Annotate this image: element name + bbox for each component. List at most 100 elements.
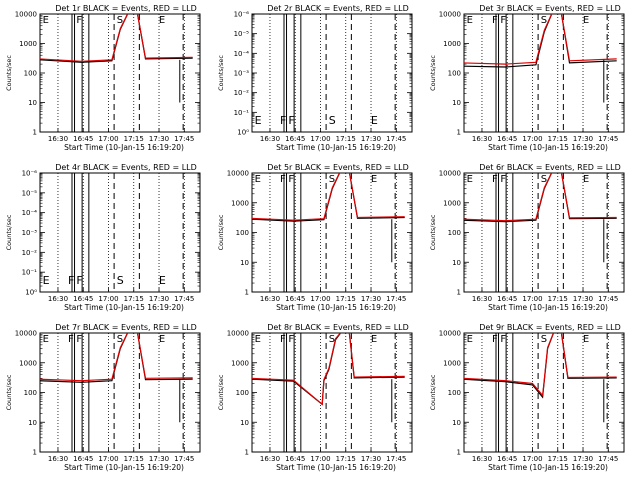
flag-label: S — [541, 174, 547, 185]
flag-label: S — [329, 114, 336, 127]
x-tick-label: 17:30 — [361, 135, 381, 143]
y-tick-label: 1000 — [19, 359, 37, 367]
y-tick-label: 10⁻⁴ — [22, 209, 38, 217]
x-tick-label: 17:30 — [361, 295, 381, 303]
y-tick-label: 10 — [452, 99, 461, 107]
y-tick-label: 10⁻⁵ — [22, 189, 38, 197]
x-tick-label: 17:45 — [598, 455, 618, 463]
x-tick-label: 16:30 — [48, 135, 68, 143]
panel-3: Det 3r BLACK = Events, RED = LLD 16:30 16:… — [429, 4, 625, 152]
x-tick-label: 16:30 — [48, 455, 68, 463]
y-tick-label: 10⁰ — [237, 129, 249, 137]
x-tick-label: 17:45 — [598, 295, 618, 303]
flag-label: E — [43, 334, 49, 345]
y-tick-label: 10⁻⁶ — [234, 11, 250, 19]
y-tick-label: 100 — [448, 229, 461, 237]
x-tick-label: 17:30 — [573, 135, 593, 143]
y-tick-label: 10⁻² — [22, 249, 38, 257]
y-tick-label: 100 — [448, 389, 461, 397]
y-tick-label: 10 — [28, 419, 37, 427]
x-tick-label: 17:45 — [174, 455, 194, 463]
flag-label: F — [500, 174, 506, 185]
flag-label: F — [76, 274, 82, 287]
y-axis-label: Counts/sec — [5, 374, 13, 410]
flag-label: S — [117, 15, 123, 26]
y-tick-label: 1000 — [443, 359, 461, 367]
panel-title: Det 3r BLACK = Events, RED = LLD — [479, 4, 621, 13]
flag-label: F — [280, 174, 286, 185]
x-axis-label: Start Time (10-Jan-15 16:19:20) — [64, 143, 184, 152]
y-tick-label: 10000 — [439, 11, 461, 19]
y-tick-label: 10 — [28, 99, 37, 107]
y-axis-label: Counts/sec — [429, 214, 437, 250]
x-tick-label: 17:00 — [310, 135, 330, 143]
x-tick-label: 17:15 — [336, 135, 356, 143]
flag-label: F — [500, 334, 506, 345]
x-tick-label: 16:30 — [472, 455, 492, 463]
x-tick-label: 17:45 — [174, 135, 194, 143]
panel-title: Det 1r BLACK = Events, RED = LLD — [55, 4, 197, 13]
x-tick-label: 17:30 — [149, 295, 169, 303]
plot-frame — [251, 332, 413, 453]
y-tick-label: 10⁻² — [234, 89, 250, 97]
panel-title: Det 9r BLACK = Events, RED = LLD — [479, 323, 621, 332]
flag-label: F — [76, 15, 82, 26]
y-tick-label: 1 — [33, 129, 37, 137]
flag-label: E — [467, 174, 473, 185]
x-tick-label: 16:45 — [73, 295, 93, 303]
flag-label: E — [467, 334, 473, 345]
flag-label: E — [159, 274, 166, 287]
y-tick-label: 10 — [240, 419, 249, 427]
series-line-lld — [252, 173, 405, 221]
x-tick-label: 16:30 — [260, 295, 280, 303]
x-tick-label: 17:15 — [336, 455, 356, 463]
x-tick-label: 17:00 — [522, 455, 542, 463]
y-tick-label: 100 — [236, 389, 249, 397]
flag-label: S — [117, 274, 124, 287]
flag-label: F — [76, 334, 82, 345]
y-axis-label: Counts/sec — [217, 214, 225, 250]
x-axis-label: Start Time (10-Jan-15 16:19:20) — [64, 303, 184, 312]
y-tick-label: 10⁻³ — [234, 70, 250, 78]
y-axis-label: Counts/sec — [217, 374, 225, 410]
series-line-lld — [40, 333, 193, 382]
x-tick-label: 17:00 — [98, 135, 118, 143]
y-tick-label: 1000 — [231, 199, 249, 207]
y-tick-label: 1 — [245, 289, 249, 297]
plot-frame — [463, 332, 625, 453]
x-axis-label: Start Time (10-Jan-15 16:19:20) — [488, 143, 608, 152]
y-tick-label: 1000 — [443, 40, 461, 48]
flag-label: E — [371, 114, 378, 127]
y-tick-label: 10⁻⁶ — [22, 170, 38, 178]
y-axis-label: Counts/sec — [5, 55, 13, 91]
y-axis-label: Counts/sec — [429, 374, 437, 410]
x-tick-label: 17:30 — [149, 455, 169, 463]
x-tick-label: 17:15 — [336, 295, 356, 303]
flag-label: F — [280, 334, 286, 345]
x-tick-label: 17:00 — [522, 135, 542, 143]
y-axis-label: Counts/sec — [5, 214, 13, 250]
x-tick-label: 17:45 — [386, 455, 406, 463]
flag-label: S — [541, 15, 547, 26]
x-tick-label: 16:45 — [285, 135, 305, 143]
y-tick-label: 100 — [236, 229, 249, 237]
flag-label: F — [68, 274, 74, 287]
flag-label: F — [288, 174, 294, 185]
x-tick-label: 16:30 — [472, 135, 492, 143]
x-tick-label: 17:45 — [386, 295, 406, 303]
panel-title: Det 7r BLACK = Events, RED = LLD — [55, 323, 197, 332]
x-tick-label: 17:00 — [98, 295, 118, 303]
x-tick-label: 17:45 — [598, 135, 618, 143]
series-line-lld — [464, 173, 617, 222]
flag-label: E — [583, 334, 589, 345]
flag-label: F — [492, 174, 498, 185]
flag-label: S — [329, 174, 335, 185]
series-line-lld — [40, 14, 193, 62]
flag-label: F — [68, 334, 74, 345]
y-tick-label: 10 — [452, 419, 461, 427]
flag-label: F — [280, 114, 286, 127]
x-tick-label: 17:45 — [386, 135, 406, 143]
flag-label: E — [255, 334, 261, 345]
x-tick-label: 16:30 — [472, 295, 492, 303]
